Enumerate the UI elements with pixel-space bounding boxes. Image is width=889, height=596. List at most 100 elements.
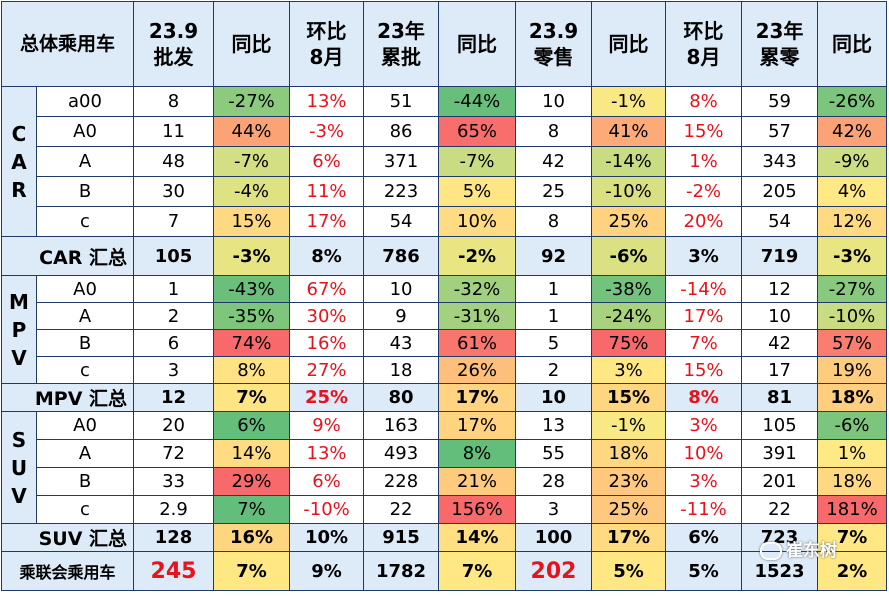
table-cell: 55	[515, 439, 593, 468]
table-cell: 20%	[665, 206, 743, 237]
summary-cell: 14%	[438, 523, 517, 552]
table-cell: 25%	[591, 495, 667, 524]
table-cell: -14%	[665, 275, 743, 303]
group-letter: V	[11, 345, 27, 370]
table-cell: 25	[515, 176, 593, 207]
table-cell: -1%	[591, 86, 667, 117]
table-cell: 371	[363, 146, 440, 177]
table-cell: 3%	[591, 356, 667, 384]
table-cell: 14%	[213, 439, 291, 468]
summary-cell: 100	[515, 523, 593, 552]
summary-row: SUV 汇总 128 16% 10% 915 14% 100 17% 6% 723 7%	[0, 523, 888, 552]
total-cell: 245	[133, 551, 215, 591]
total-cell: 2%	[817, 551, 888, 591]
header-row: 总体乘用车 23.9 批发 同比 环比 8月 23年 累批 同比 23.9 零售 同比 …	[0, 1, 888, 87]
table-cell: -27%	[213, 86, 291, 117]
summary-cell: 16%	[213, 523, 291, 552]
table-cell: 44%	[213, 116, 291, 147]
table-cell: 20	[133, 411, 215, 440]
group-letter: V	[11, 483, 27, 508]
header-text: 环比	[306, 19, 347, 43]
table-cell: 72	[133, 439, 215, 468]
chat-icon	[760, 542, 782, 560]
table-cell: 19%	[817, 356, 888, 384]
segment-label: B	[35, 467, 135, 496]
table-cell: 156%	[438, 495, 517, 524]
table-cell: 54	[741, 206, 819, 237]
table-cell: 57	[741, 116, 819, 147]
header-mom: 环比 8月	[289, 1, 365, 87]
segment-label: A	[35, 146, 135, 177]
table-cell: 67%	[289, 275, 365, 303]
header-yoy: 同比	[817, 1, 888, 87]
table-row: B 30 -4% 11% 223 5% 25 -10% -2% 205 4%	[2, 176, 888, 207]
table-cell: -11%	[665, 495, 743, 524]
header-text: 环比	[683, 19, 724, 43]
segment-label: A	[35, 302, 135, 330]
header-yoy: 同比	[213, 1, 291, 87]
table-cell: 10	[741, 302, 819, 330]
total-cell: 1782	[363, 551, 440, 591]
table-cell: 6%	[213, 411, 291, 440]
summary-cell: 6%	[665, 523, 743, 552]
summary-cell: -2%	[438, 236, 517, 276]
table-cell: -2%	[665, 176, 743, 207]
table-cell: 1	[515, 275, 593, 303]
summary-cell: 7%	[817, 523, 888, 552]
table-cell: 8%	[665, 86, 743, 117]
table-cell: 5	[515, 329, 593, 357]
table-cell: 30	[133, 176, 215, 207]
table-cell: 493	[363, 439, 440, 468]
table-cell: -9%	[817, 146, 888, 177]
summary-cell: 10%	[289, 523, 365, 552]
header-text: 批发	[153, 45, 194, 69]
table-cell: -27%	[817, 275, 888, 303]
table-cell: 205	[741, 176, 819, 207]
segment-label: c	[35, 356, 135, 384]
table-cell: 3	[515, 495, 593, 524]
summary-label: CAR 汇总	[0, 236, 135, 276]
header-text: 8月	[686, 45, 721, 69]
summary-cell: 10	[515, 383, 593, 412]
summary-cell: 25%	[289, 383, 365, 412]
summary-cell: 18%	[817, 383, 888, 412]
table-cell: 17%	[289, 206, 365, 237]
table-cell: 16%	[289, 329, 365, 357]
table-cell: 3	[133, 356, 215, 384]
table-cell: -14%	[591, 146, 667, 177]
header-cumulative-retail: 23年 累零	[741, 1, 819, 87]
table-cell: -1%	[591, 411, 667, 440]
segment-label: c	[35, 495, 135, 524]
group-letter: R	[11, 177, 27, 202]
table-cell: 15%	[665, 356, 743, 384]
table-cell: 18%	[591, 439, 667, 468]
table-cell: 343	[741, 146, 819, 177]
table-cell: 10	[515, 86, 593, 117]
table-cell: 1%	[817, 439, 888, 468]
table-cell: -26%	[817, 86, 888, 117]
table-cell: 13%	[289, 86, 365, 117]
segment-label: A0	[35, 275, 135, 303]
table-cell: 18%	[817, 467, 888, 496]
table-row: S U V A0 20 6% 9% 163 17% 13 -1% 3% 105 -6%	[1, 411, 888, 524]
table-cell: 27%	[289, 356, 365, 384]
table-cell: 61%	[438, 329, 517, 357]
table-cell: 10%	[665, 439, 743, 468]
summary-cell: 12	[133, 383, 215, 412]
table-cell: 21%	[438, 467, 517, 496]
table-cell: -32%	[438, 275, 517, 303]
header-text: 23.9	[528, 19, 579, 43]
summary-label: MPV 汇总	[0, 383, 135, 412]
table-cell: -31%	[438, 302, 517, 330]
table-cell: -35%	[213, 302, 291, 330]
total-cell: 202	[515, 551, 593, 591]
summary-cell: -3%	[213, 236, 291, 276]
table-cell: 11%	[289, 176, 365, 207]
table-cell: 391	[741, 439, 819, 468]
table-cell: 86	[363, 116, 440, 147]
summary-cell: 915	[363, 523, 440, 552]
table-cell: 22	[741, 495, 819, 524]
header-yoy: 同比	[591, 1, 667, 87]
